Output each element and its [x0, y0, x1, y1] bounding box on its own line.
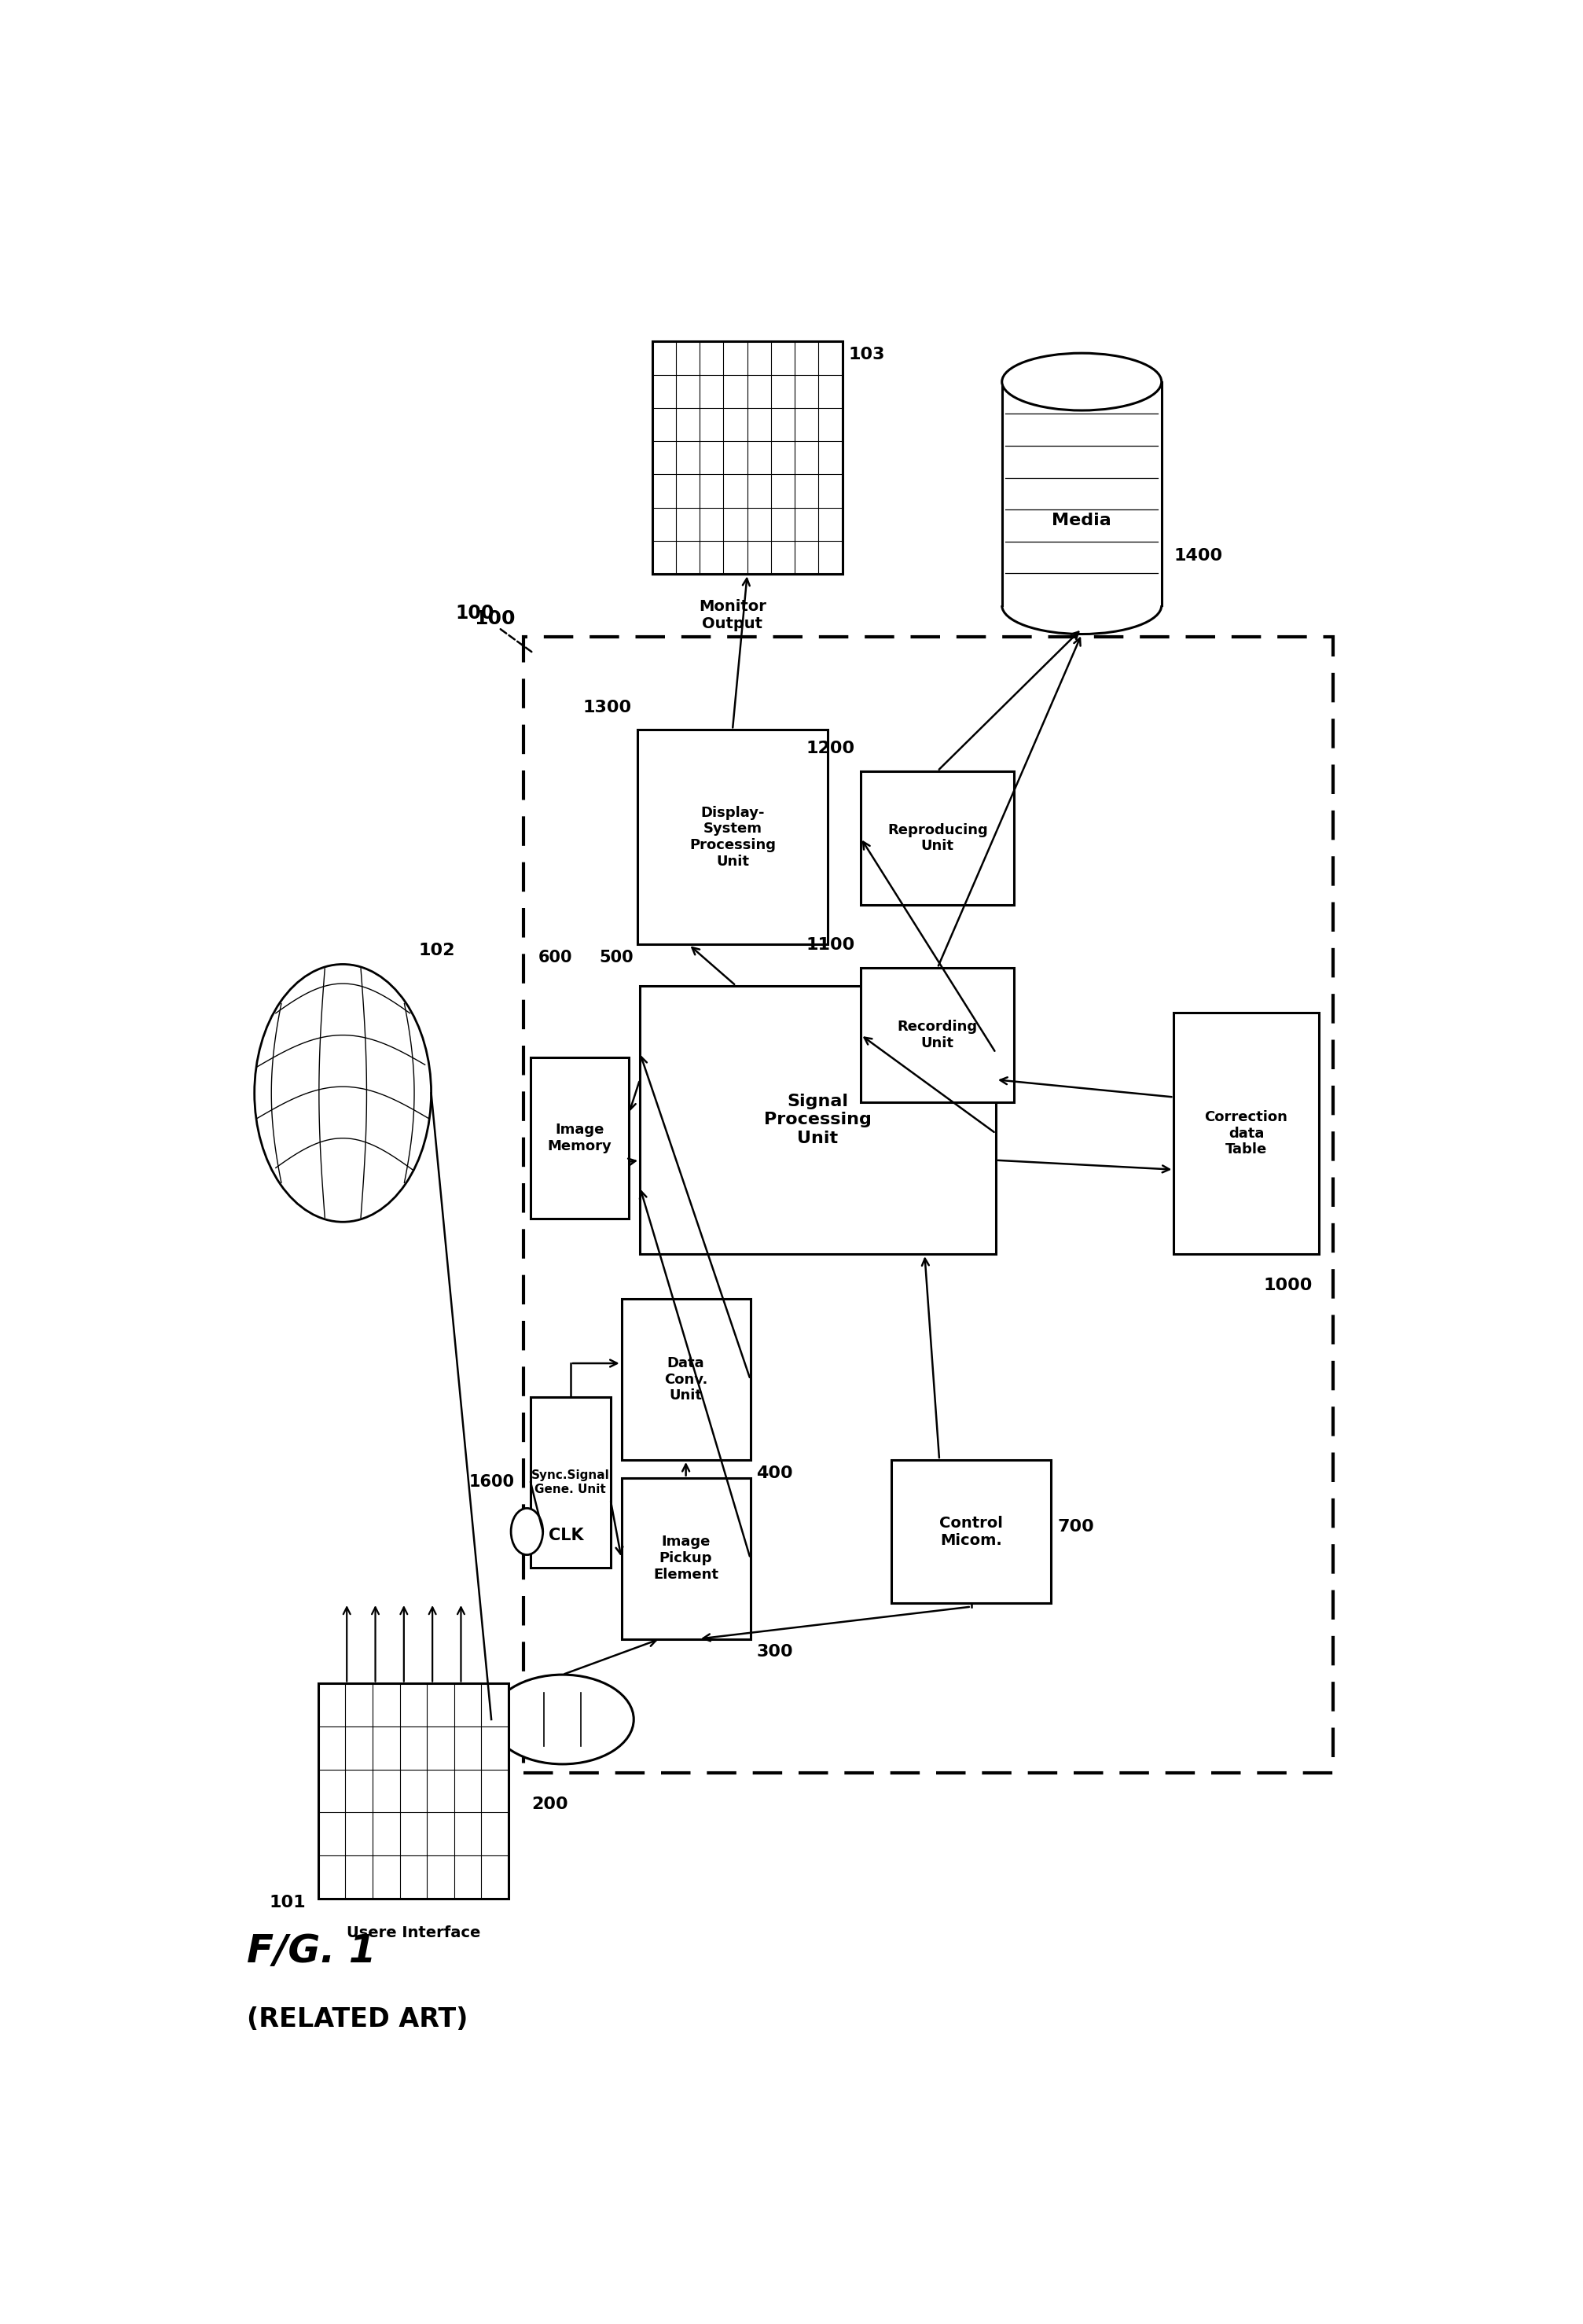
Text: 1600: 1600	[469, 1473, 514, 1490]
Text: (RELATED ART): (RELATED ART)	[247, 2006, 469, 2034]
Text: 100: 100	[456, 604, 494, 623]
Text: Recording
Unit: Recording Unit	[898, 1020, 977, 1050]
Text: 1100: 1100	[806, 937, 855, 953]
FancyBboxPatch shape	[621, 1478, 750, 1638]
Circle shape	[511, 1508, 543, 1555]
FancyBboxPatch shape	[891, 1459, 1051, 1604]
FancyBboxPatch shape	[636, 730, 828, 944]
Text: 500: 500	[598, 951, 633, 964]
Text: 300: 300	[757, 1643, 793, 1659]
Circle shape	[255, 964, 431, 1222]
Text: CLK: CLK	[549, 1527, 584, 1543]
FancyBboxPatch shape	[861, 772, 1013, 904]
FancyBboxPatch shape	[621, 1299, 750, 1459]
FancyBboxPatch shape	[640, 985, 996, 1255]
Text: Monitor
Output: Monitor Output	[698, 600, 766, 632]
Ellipse shape	[1002, 353, 1160, 411]
Bar	[652, 342, 842, 574]
Text: 200: 200	[532, 1796, 568, 1813]
Text: Display-
System
Processing
Unit: Display- System Processing Unit	[689, 806, 776, 869]
Text: 600: 600	[538, 951, 571, 964]
Text: 400: 400	[757, 1464, 793, 1480]
Text: 102: 102	[419, 944, 456, 957]
Bar	[318, 1683, 508, 1899]
Text: Image
Memory: Image Memory	[548, 1122, 611, 1153]
Text: Signal
Processing
Unit: Signal Processing Unit	[763, 1095, 871, 1146]
Ellipse shape	[491, 1676, 633, 1764]
Text: 101: 101	[269, 1894, 306, 1910]
Text: 700: 700	[1057, 1520, 1094, 1534]
Text: Correction
data
Table: Correction data Table	[1205, 1111, 1287, 1157]
FancyBboxPatch shape	[530, 1397, 609, 1566]
Text: F/G. 1: F/G. 1	[247, 1931, 377, 1971]
Text: 103: 103	[848, 346, 885, 363]
FancyBboxPatch shape	[530, 1057, 628, 1218]
Text: Media: Media	[1051, 514, 1111, 528]
Text: Sync.Signal
Gene. Unit: Sync.Signal Gene. Unit	[530, 1469, 609, 1494]
FancyBboxPatch shape	[1173, 1013, 1319, 1255]
Text: 1400: 1400	[1173, 548, 1222, 565]
Text: Image
Pickup
Element: Image Pickup Element	[652, 1534, 719, 1583]
Text: Usere Interface: Usere Interface	[347, 1924, 480, 1941]
Text: 1000: 1000	[1263, 1278, 1312, 1292]
Text: 100: 100	[473, 609, 514, 627]
Text: Data
Conv.
Unit: Data Conv. Unit	[663, 1355, 708, 1404]
Text: Control
Micom.: Control Micom.	[939, 1515, 1002, 1548]
Text: Reproducing
Unit: Reproducing Unit	[886, 823, 988, 853]
FancyBboxPatch shape	[861, 967, 1013, 1102]
Text: 1200: 1200	[806, 741, 855, 755]
Text: 1300: 1300	[583, 700, 632, 716]
